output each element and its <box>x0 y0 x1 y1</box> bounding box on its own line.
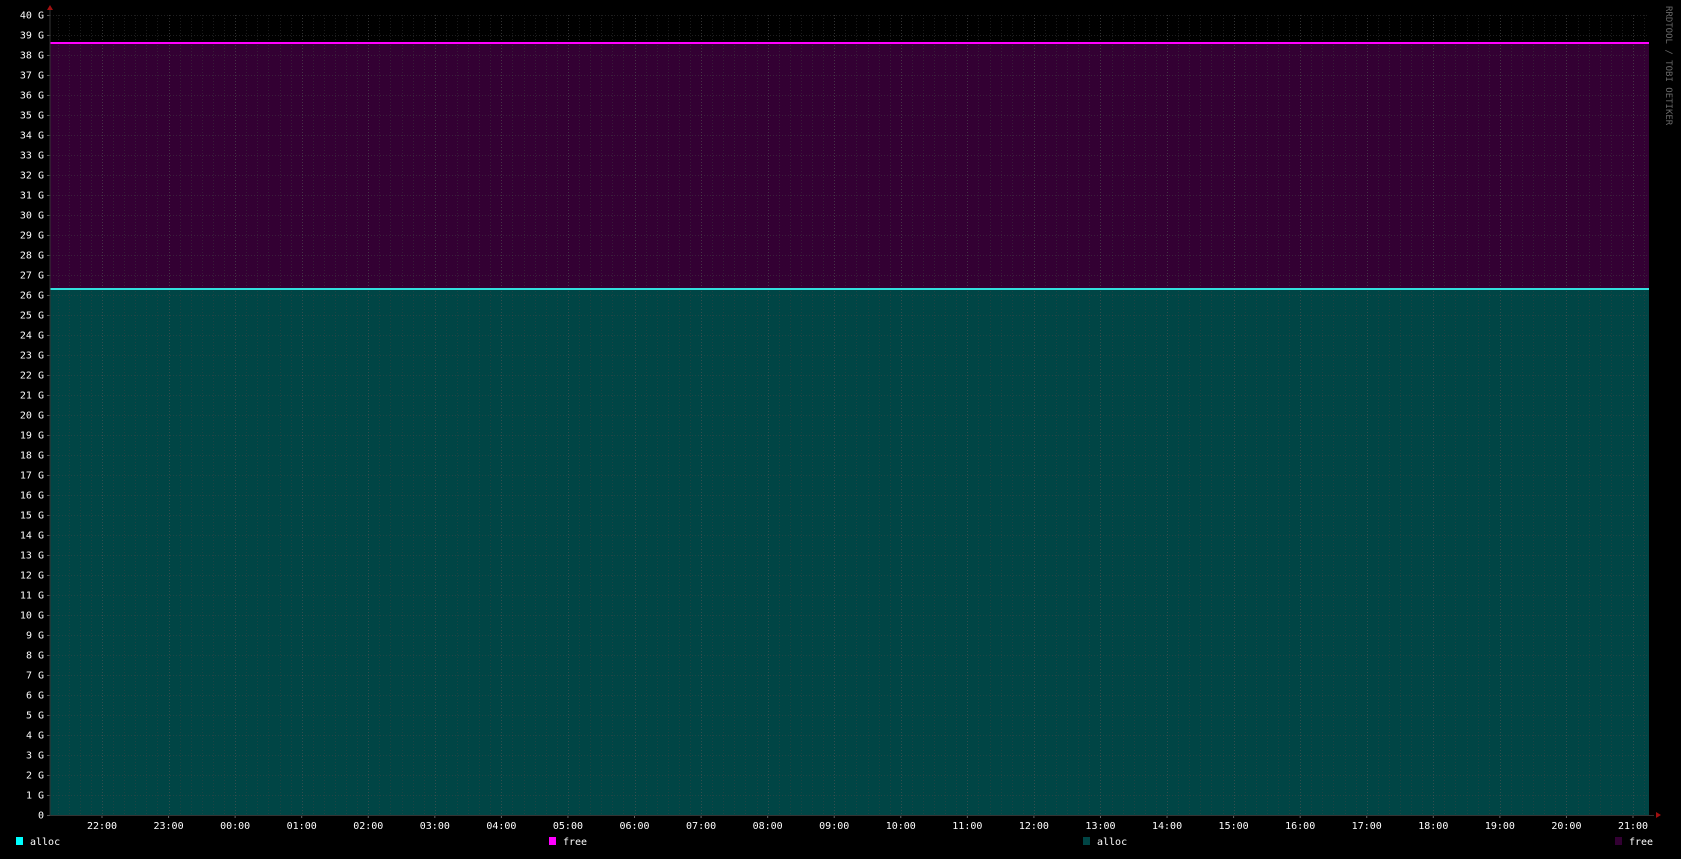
y-tick-label: 35 G <box>20 111 44 122</box>
y-tick-label: 32 G <box>20 171 44 182</box>
x-tick-label: 05:00 <box>553 821 583 832</box>
x-tick-label: 15:00 <box>1219 821 1249 832</box>
y-tick-label: 1 G <box>26 791 44 802</box>
x-tick-label: 10:00 <box>886 821 916 832</box>
x-tick-label: 01:00 <box>287 821 317 832</box>
y-tick-label: 20 G <box>20 411 44 422</box>
y-tick-label: 25 G <box>20 311 44 322</box>
y-tick-label: 27 G <box>20 271 44 282</box>
y-tick-label: 28 G <box>20 251 44 262</box>
legend-swatch <box>1083 837 1090 845</box>
y-tick-label: 16 G <box>20 491 44 502</box>
x-tick-label: 11:00 <box>952 821 982 832</box>
x-tick-label: 07:00 <box>686 821 716 832</box>
x-tick-label: 19:00 <box>1485 821 1515 832</box>
y-tick-label: 40 G <box>20 11 44 22</box>
legend-label: alloc <box>1097 837 1127 848</box>
y-tick-label: 22 G <box>20 371 44 382</box>
x-tick-label: 18:00 <box>1418 821 1448 832</box>
y-tick-label: 26 G <box>20 291 44 302</box>
y-axis-arrow-icon <box>47 5 53 10</box>
y-tick-label: 24 G <box>20 331 44 342</box>
y-tick-label: 39 G <box>20 31 44 42</box>
y-tick-label: 36 G <box>20 91 44 102</box>
y-tick-label: 18 G <box>20 451 44 462</box>
x-tick-label: 12:00 <box>1019 821 1049 832</box>
x-tick-label: 16:00 <box>1285 821 1315 832</box>
y-tick-label: 33 G <box>20 151 44 162</box>
x-tick-label: 03:00 <box>420 821 450 832</box>
x-tick-label: 17:00 <box>1352 821 1382 832</box>
x-tick-label: 04:00 <box>486 821 516 832</box>
x-tick-label: 09:00 <box>819 821 849 832</box>
legend-label: free <box>563 837 587 848</box>
x-tick-label: 06:00 <box>619 821 649 832</box>
legend-label: alloc <box>30 837 60 848</box>
y-tick-label: 15 G <box>20 511 44 522</box>
area-alloc <box>50 289 1649 815</box>
y-tick-label: 34 G <box>20 131 44 142</box>
x-tick-label: 02:00 <box>353 821 383 832</box>
y-tick-label: 13 G <box>20 551 44 562</box>
y-tick-label: 10 G <box>20 611 44 622</box>
x-tick-label: 13:00 <box>1085 821 1115 832</box>
y-tick-label: 29 G <box>20 231 44 242</box>
y-tick-label: 14 G <box>20 531 44 542</box>
y-tick-label: 7 G <box>26 671 44 682</box>
y-tick-label: 31 G <box>20 191 44 202</box>
y-tick-label: 5 G <box>26 711 44 722</box>
y-tick-label: 8 G <box>26 651 44 662</box>
x-tick-label: 22:00 <box>87 821 117 832</box>
y-tick-label: 0 <box>38 811 44 822</box>
y-tick-label: 19 G <box>20 431 44 442</box>
y-tick-label: 23 G <box>20 351 44 362</box>
x-tick-label: 21:00 <box>1618 821 1648 832</box>
legend-swatch <box>16 837 23 845</box>
area-free <box>50 43 1649 289</box>
y-tick-label: 17 G <box>20 471 44 482</box>
x-tick-label: 20:00 <box>1551 821 1581 832</box>
legend-swatch <box>549 837 556 845</box>
y-tick-label: 2 G <box>26 771 44 782</box>
y-tick-label: 4 G <box>26 731 44 742</box>
y-tick-label: 9 G <box>26 631 44 642</box>
y-tick-label: 12 G <box>20 571 44 582</box>
x-tick-label: 23:00 <box>154 821 184 832</box>
legend-label: free <box>1629 837 1653 848</box>
y-tick-label: 11 G <box>20 591 44 602</box>
x-tick-label: 14:00 <box>1152 821 1182 832</box>
y-tick-label: 3 G <box>26 751 44 762</box>
x-tick-label: 00:00 <box>220 821 250 832</box>
watermark: RRDTOOL / TOBI OETIKER <box>1663 6 1673 126</box>
y-tick-label: 38 G <box>20 51 44 62</box>
x-axis-arrow-icon <box>1656 812 1661 818</box>
legend-swatch <box>1615 837 1622 845</box>
x-tick-label: 08:00 <box>753 821 783 832</box>
y-tick-label: 37 G <box>20 71 44 82</box>
y-tick-label: 6 G <box>26 691 44 702</box>
y-tick-label: 21 G <box>20 391 44 402</box>
y-tick-label: 30 G <box>20 211 44 222</box>
